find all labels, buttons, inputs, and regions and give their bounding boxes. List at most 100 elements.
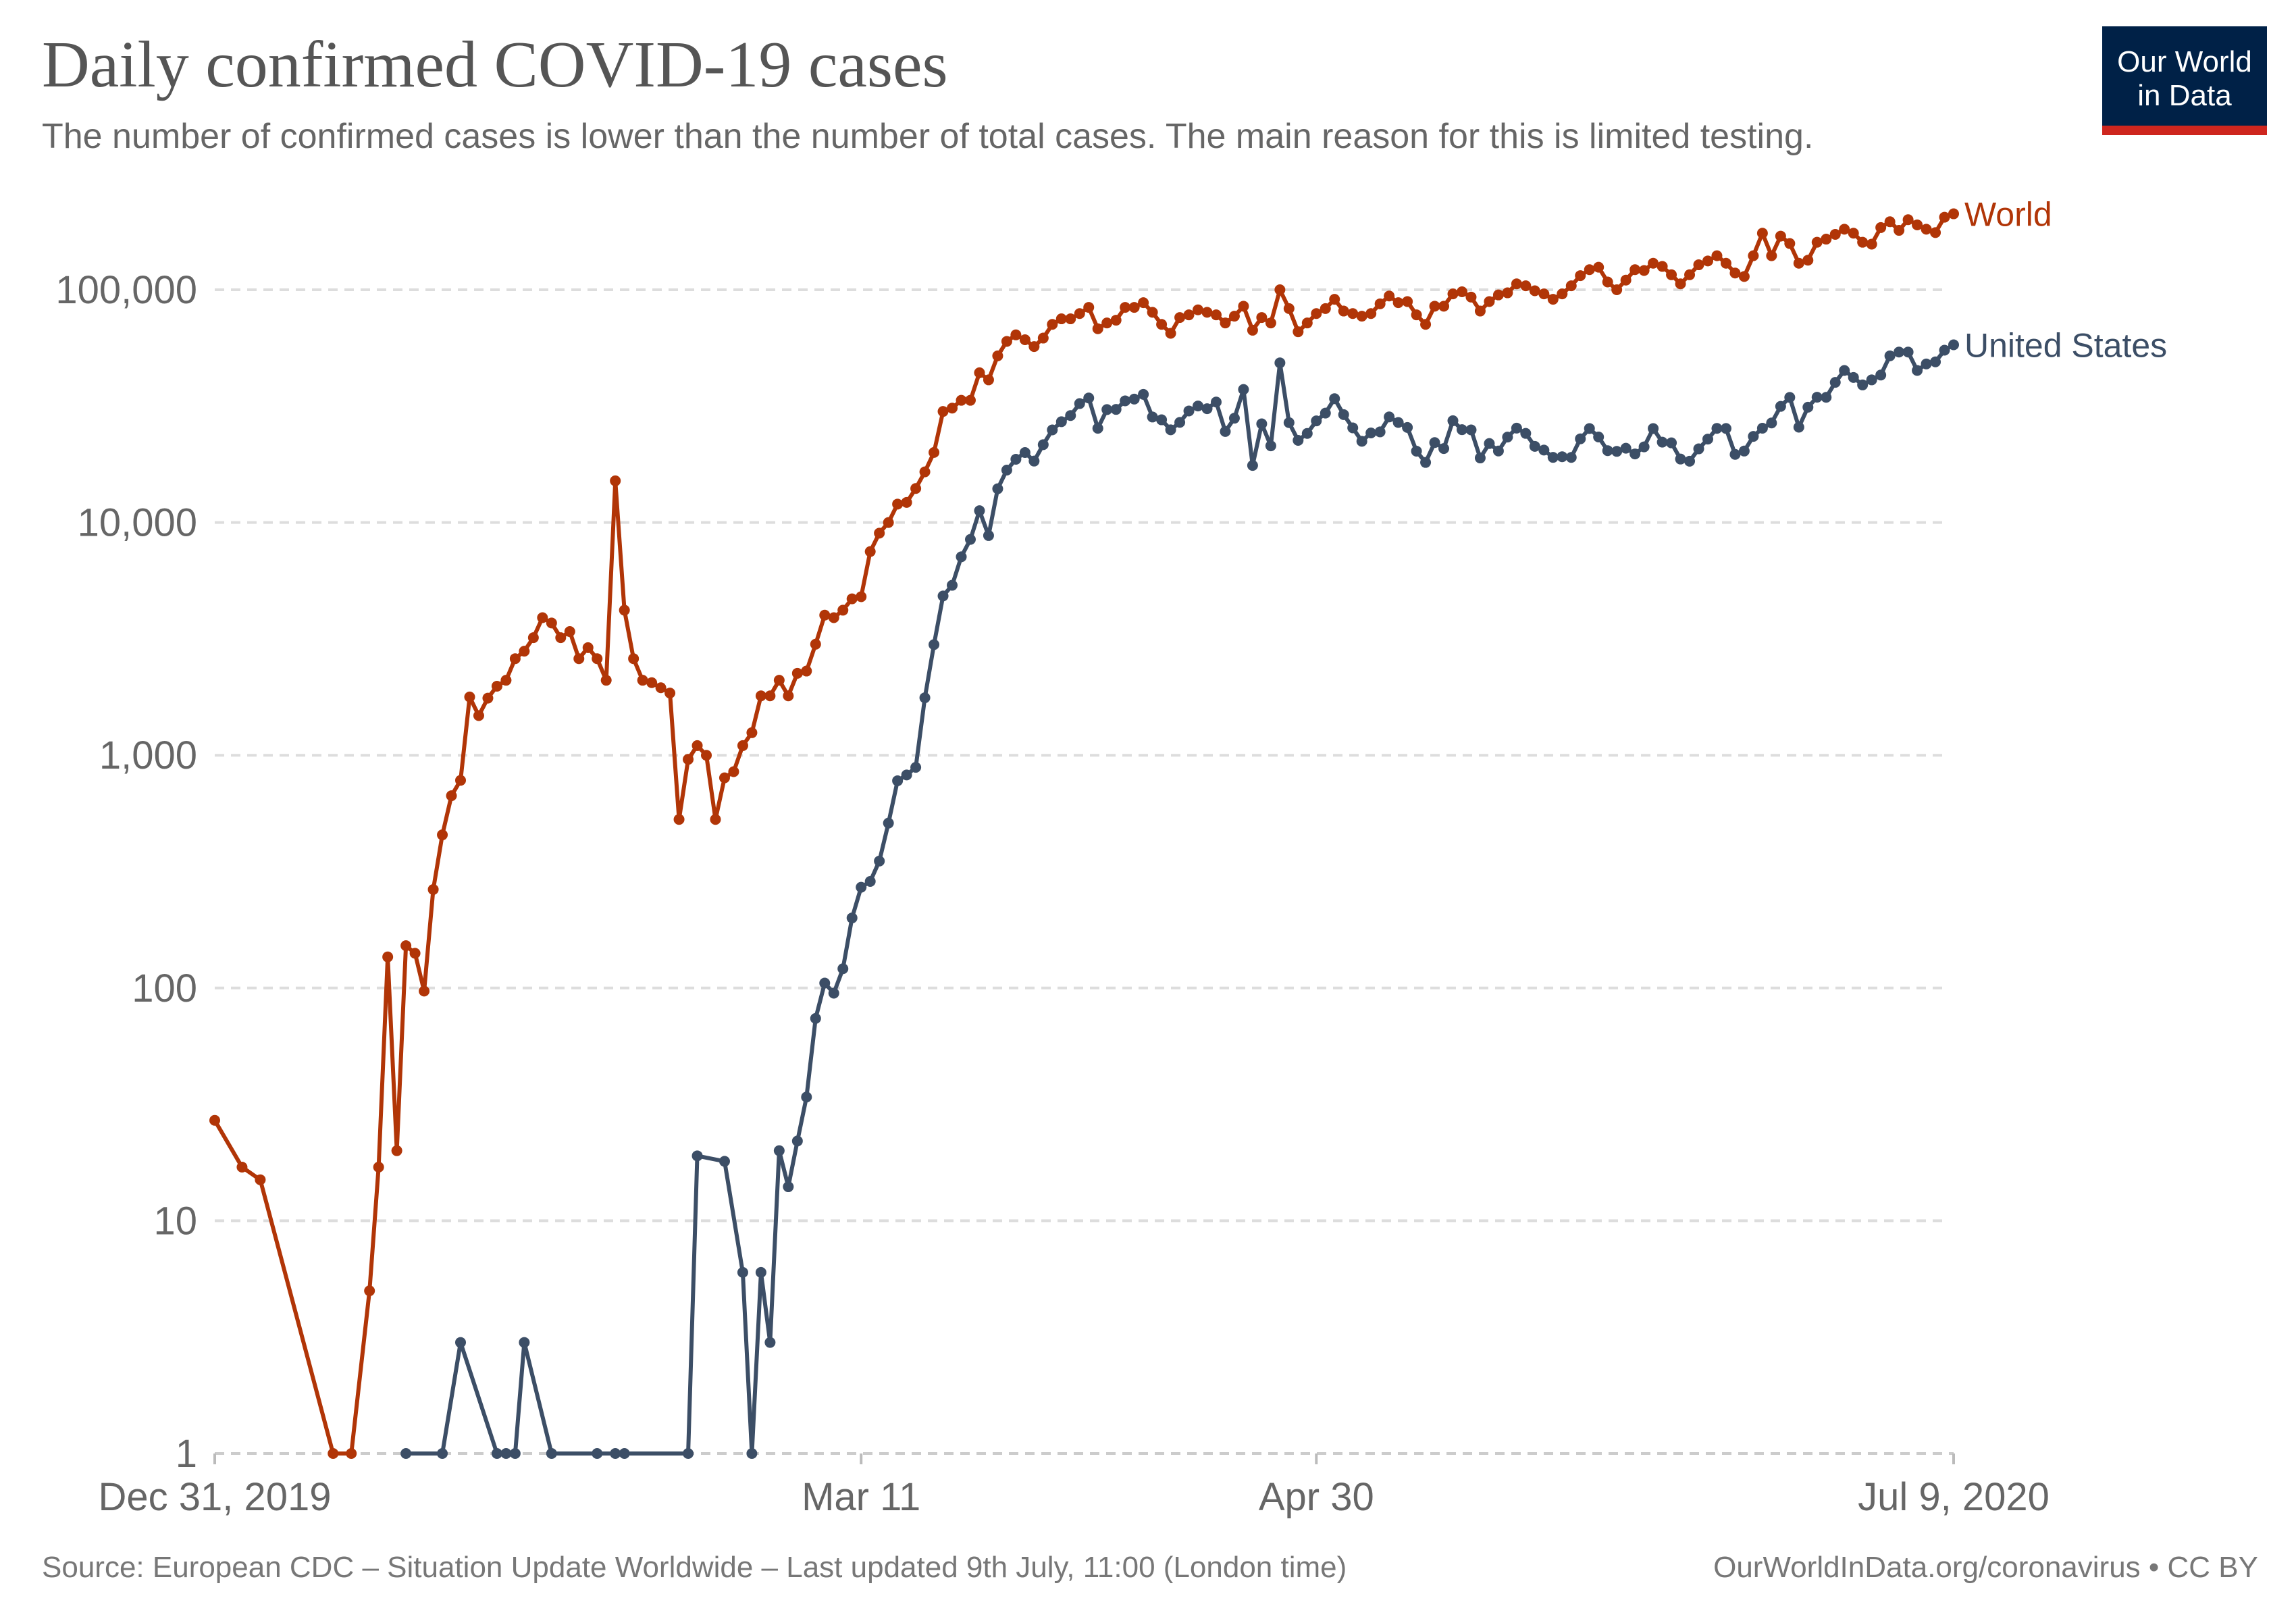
data-point-world xyxy=(1438,301,1450,312)
data-point-united-states xyxy=(1392,417,1404,428)
data-point-world xyxy=(1128,302,1140,313)
data-point-united-states xyxy=(400,1448,412,1459)
data-point-world xyxy=(473,710,484,721)
data-point-world xyxy=(1338,305,1349,317)
data-point-united-states xyxy=(1738,445,1750,457)
data-point-world xyxy=(491,680,502,692)
data-point-united-states xyxy=(519,1337,530,1348)
data-point-world xyxy=(1711,250,1723,261)
data-point-united-states xyxy=(755,1266,766,1278)
data-point-united-states xyxy=(1019,447,1030,459)
data-point-united-states xyxy=(1656,436,1668,448)
data-point-united-states xyxy=(1365,428,1377,439)
logo-line-2: in Data xyxy=(2137,79,2232,112)
data-point-world xyxy=(1274,284,1286,295)
data-point-world xyxy=(1047,319,1058,330)
data-point-world xyxy=(1848,228,1859,239)
credit-link[interactable]: OurWorldInData.org/coronavirus • CC BY xyxy=(1713,1551,2258,1584)
data-point-world xyxy=(1811,236,1823,248)
data-point-united-states xyxy=(1220,426,1231,437)
data-point-united-states xyxy=(1492,445,1504,457)
data-point-united-states xyxy=(883,817,894,829)
y-tick-label: 1,000 xyxy=(99,734,197,777)
data-point-united-states xyxy=(1465,424,1477,436)
data-point-united-states xyxy=(1939,344,1950,356)
data-point-world xyxy=(1465,291,1477,303)
data-point-world xyxy=(1356,311,1367,322)
data-point-world xyxy=(1593,261,1604,273)
data-point-world xyxy=(1201,307,1213,318)
data-point-world xyxy=(856,591,867,602)
data-point-world xyxy=(1411,309,1422,321)
owid-logo[interactable]: Our World in Data xyxy=(2102,26,2267,135)
data-point-united-states xyxy=(1301,428,1313,439)
data-point-united-states xyxy=(1529,440,1540,452)
data-point-united-states xyxy=(1857,379,1869,390)
data-point-world xyxy=(719,772,730,783)
data-point-world xyxy=(619,604,630,616)
x-tick-label: Apr 30 xyxy=(1259,1475,1374,1519)
data-point-world xyxy=(546,617,557,629)
data-point-united-states xyxy=(1711,423,1723,434)
data-point-world xyxy=(1538,288,1550,300)
data-point-world xyxy=(1921,224,1932,235)
data-point-world xyxy=(1611,284,1623,295)
data-point-world xyxy=(209,1114,220,1126)
data-point-united-states xyxy=(964,534,976,545)
data-point-united-states xyxy=(1065,410,1076,421)
chart-subtitle: The number of confirmed cases is lower t… xyxy=(42,117,1814,156)
series-label-world: World xyxy=(1964,196,2052,234)
data-point-united-states xyxy=(1329,393,1340,405)
data-point-united-states xyxy=(1101,404,1113,415)
data-point-united-states xyxy=(828,987,839,999)
data-point-united-states xyxy=(1829,377,1841,388)
data-point-united-states xyxy=(1629,448,1641,460)
data-point-world xyxy=(500,675,512,686)
y-tick-label: 100 xyxy=(132,967,197,1010)
data-point-world xyxy=(1575,270,1586,282)
data-point-world xyxy=(901,496,912,508)
data-point-world xyxy=(455,775,467,786)
data-point-world xyxy=(1147,307,1158,318)
data-point-world xyxy=(427,883,439,895)
data-point-world xyxy=(1666,269,1677,280)
data-point-world xyxy=(1265,317,1276,329)
data-point-united-states xyxy=(1884,350,1896,361)
data-point-united-states xyxy=(1638,441,1650,453)
data-point-united-states xyxy=(1320,407,1331,419)
data-point-united-states xyxy=(901,769,912,781)
data-point-united-states xyxy=(1128,393,1140,405)
data-point-united-states xyxy=(1274,357,1286,369)
data-point-united-states xyxy=(1201,403,1213,415)
data-point-world xyxy=(1456,286,1467,298)
data-point-united-states xyxy=(1547,452,1559,463)
data-point-united-states xyxy=(1138,388,1149,400)
data-point-united-states xyxy=(1511,422,1522,434)
data-point-world xyxy=(964,394,976,406)
data-point-united-states xyxy=(1311,415,1322,427)
data-point-world xyxy=(519,646,530,657)
data-point-united-states xyxy=(983,530,994,541)
data-point-united-states xyxy=(1028,455,1040,467)
data-point-world xyxy=(1320,303,1331,314)
data-point-united-states xyxy=(1602,445,1613,457)
data-point-united-states xyxy=(1092,423,1103,434)
data-point-world xyxy=(582,642,594,653)
data-point-united-states xyxy=(1584,423,1595,434)
data-point-united-states xyxy=(1174,417,1186,428)
data-point-united-states xyxy=(810,1012,821,1024)
data-point-united-states xyxy=(856,881,867,893)
data-point-world xyxy=(1529,285,1540,297)
data-point-world xyxy=(1037,332,1049,344)
data-point-world xyxy=(828,612,839,623)
data-point-united-states xyxy=(1411,445,1422,457)
data-point-united-states xyxy=(1557,451,1568,463)
data-point-world xyxy=(1065,313,1076,325)
data-point-world xyxy=(1784,238,1796,249)
data-point-world xyxy=(728,766,739,777)
data-point-united-states xyxy=(1120,395,1131,407)
data-point-world xyxy=(592,653,603,665)
data-point-united-states xyxy=(619,1448,630,1459)
data-point-united-states xyxy=(783,1181,794,1193)
